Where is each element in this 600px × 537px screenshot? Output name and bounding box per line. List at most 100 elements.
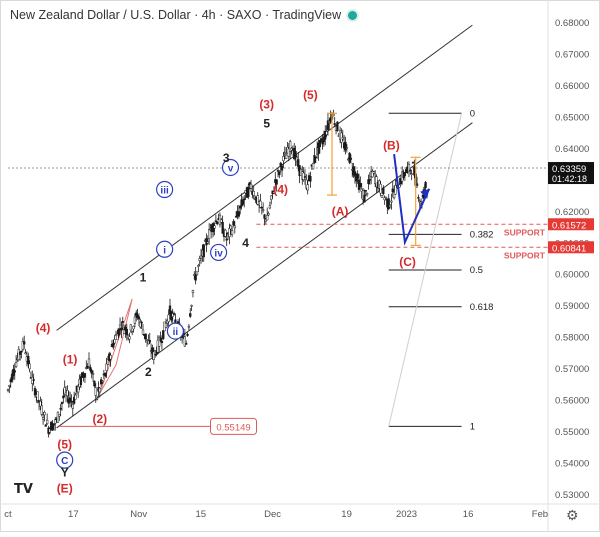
candle-body (276, 170, 280, 172)
candle-body (407, 163, 411, 172)
wave-label: (A) (332, 205, 349, 219)
candle-body (152, 351, 155, 360)
wave-label-circle (156, 180, 174, 199)
support-label: SUPPORT (504, 227, 546, 237)
candle-body (263, 214, 266, 219)
candle-body (195, 271, 199, 276)
candle-body (221, 221, 224, 234)
candle-body (79, 376, 83, 386)
candle-body (118, 324, 122, 329)
candle-body (46, 419, 49, 425)
candle-body (128, 336, 131, 340)
candle-body (27, 355, 30, 365)
candle-body (363, 194, 366, 203)
candle-body (283, 152, 286, 155)
candle-body (198, 258, 201, 261)
candle-body (120, 328, 123, 331)
candle-body (360, 188, 363, 192)
fib-level-label: 0.618 (470, 302, 494, 313)
candle-body (356, 173, 359, 179)
candle-body (359, 183, 362, 187)
candle-body (424, 182, 427, 189)
candle-body (98, 387, 101, 393)
candle-body (136, 314, 139, 319)
x-tick-label: Feb (532, 509, 548, 520)
wave-label-circle (210, 243, 228, 262)
candle-body (289, 141, 292, 152)
candle-body (321, 140, 324, 145)
wave-label: (2) (92, 412, 107, 426)
y-tick-label: 0.67000 (555, 49, 589, 60)
candle-body (394, 185, 397, 195)
candle-body (262, 209, 265, 211)
candle-body (101, 380, 104, 383)
candle-body (43, 412, 46, 416)
x-tick-label: 2023 (396, 509, 417, 520)
candle-body (54, 419, 57, 424)
candle-body (44, 424, 47, 427)
candle-body (314, 156, 317, 159)
candle-body (159, 337, 162, 342)
candle-body (41, 417, 45, 420)
candle-body (272, 191, 276, 194)
candle-body (24, 352, 27, 355)
candle-body (52, 423, 56, 426)
candle-body (371, 170, 374, 178)
fib-trend-line (388, 113, 463, 427)
candle-body (160, 341, 164, 344)
candle-body (191, 290, 195, 293)
wave-label: (4) (273, 182, 288, 196)
candle-body (415, 183, 419, 186)
candle-body (137, 316, 141, 320)
support-price-tag (548, 241, 594, 254)
candle-body (13, 370, 16, 373)
candle-body (6, 389, 10, 391)
wave-label: 2 (145, 365, 152, 379)
bar-countdown: 01:42:18 (552, 174, 587, 184)
y-tick-label: 0.62000 (555, 207, 589, 218)
gear-icon[interactable]: ⚙ (566, 507, 579, 523)
candle-body (91, 373, 95, 375)
chart-title: New Zealand Dollar / U.S. Dollar · 4h · … (10, 8, 342, 22)
candle-body (186, 333, 189, 336)
candle-body (239, 205, 242, 209)
candle-body (158, 337, 161, 347)
wave-label: 4 (242, 236, 249, 250)
candle-body (392, 191, 396, 199)
candle-body (390, 200, 393, 203)
candle-body (216, 221, 219, 225)
support-price-tag (548, 218, 594, 231)
y-tick-label: 0.65000 (555, 112, 589, 123)
wave-label: ii (173, 327, 179, 338)
candle-body (140, 321, 143, 324)
candle-body (294, 151, 297, 160)
wave-label: v (228, 163, 234, 174)
candle-body (325, 131, 328, 135)
candle-body (352, 166, 355, 176)
wave-label-circle (156, 240, 174, 258)
candle-body (237, 211, 240, 217)
candle-body (66, 390, 69, 397)
candle-body (290, 147, 293, 151)
support-price-label: 0.60841 (552, 243, 586, 254)
candle-body (141, 329, 145, 335)
candle-body (403, 172, 407, 176)
candle-body (164, 323, 168, 328)
candle-body (129, 324, 132, 331)
candle-body (266, 214, 269, 221)
candle-body (133, 316, 137, 324)
candle-body (117, 328, 120, 336)
candle-body (89, 366, 92, 371)
candle-body (167, 314, 170, 322)
candle-body (318, 139, 322, 148)
support-price-label: 0.61572 (552, 220, 586, 231)
candle-body (345, 147, 349, 149)
candle-body (333, 123, 336, 125)
candle-body (112, 343, 115, 348)
candle-body (220, 219, 223, 223)
candle-body (382, 187, 385, 195)
candle-body (20, 350, 23, 353)
